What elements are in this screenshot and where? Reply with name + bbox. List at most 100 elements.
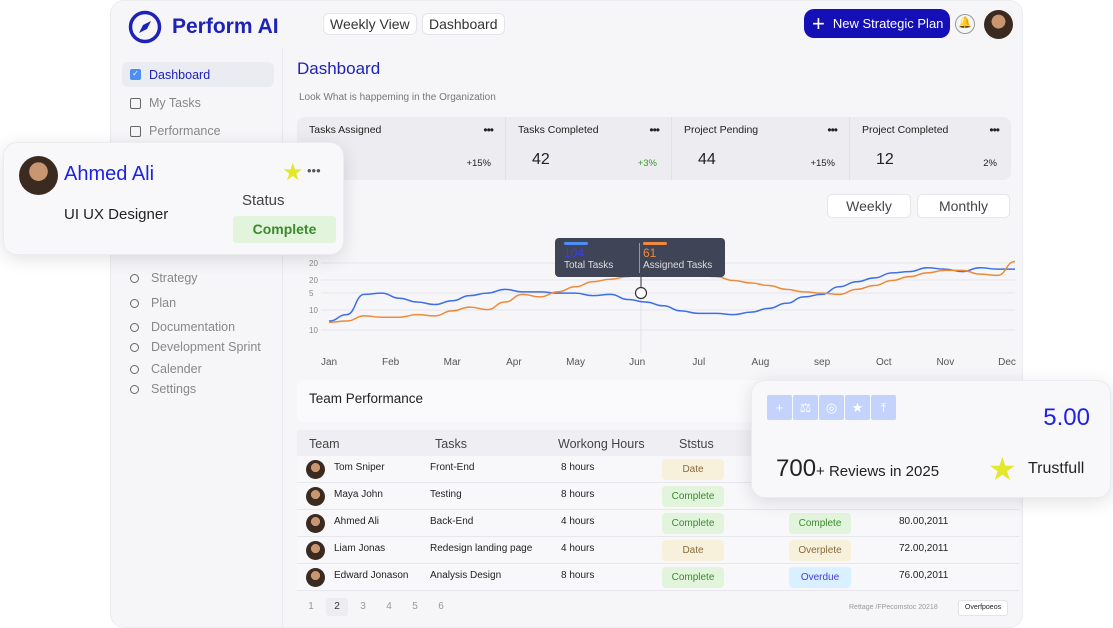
review-count-suffix: + Reviews in 2025 [816, 463, 940, 480]
sidebar-item-strategy[interactable]: Strategy [130, 271, 198, 285]
more-icon[interactable]: ••• [989, 123, 1000, 137]
team-table: Team Tasks Workong Hours Ststus Tom Snip… [297, 430, 1019, 591]
task-name: Front-End [430, 462, 475, 473]
x-tick-label: Jun [629, 357, 645, 368]
sidebar-item-plan[interactable]: Plan [130, 296, 176, 310]
sidebar-item-documentation[interactable]: Documentation [130, 320, 235, 334]
weekly-toggle[interactable]: Weekly [827, 194, 911, 218]
status-badge-secondary: Overplete [789, 540, 851, 561]
task-name: Redesign landing page [430, 543, 533, 554]
checkbox-icon [130, 97, 141, 109]
member-name: Tom Sniper [334, 462, 385, 473]
globe-icon[interactable]: ◎ [819, 395, 844, 420]
member-avatar [306, 568, 325, 587]
sidebar-item-label: Documentation [151, 320, 236, 334]
new-plan-label: New Strategic Plan [832, 16, 944, 31]
x-tick-label: May [566, 357, 585, 368]
sidebar-item-label: Dashboard [149, 67, 211, 82]
status-badge-secondary: Complete [789, 513, 851, 534]
page-5[interactable]: 5 [412, 601, 418, 612]
sidebar-item-my-tasks[interactable]: My Tasks [130, 96, 201, 110]
x-tick-label: Mar [444, 357, 462, 368]
col-status: Ststus [679, 437, 714, 451]
y-tick-label: 5 [309, 289, 314, 298]
stat-card: Tasks Assigned ••• +15% [297, 117, 506, 180]
col-tasks: Tasks [435, 437, 467, 451]
status-badge: Complete [662, 567, 724, 588]
hover-point[interactable] [634, 286, 648, 300]
sidebar-item-label: Development Sprint [151, 340, 261, 354]
trust-badge: Trustfull [1028, 460, 1085, 477]
status-badge: Complete [662, 513, 724, 534]
x-tick-label: sep [814, 357, 831, 368]
upload-icon[interactable]: ⤒ [871, 395, 896, 420]
status-label: Status [242, 192, 285, 209]
plus-icon[interactable]: + [767, 395, 792, 420]
page-3[interactable]: 3 [360, 601, 366, 612]
table-row[interactable]: Liam Jonas Redesign landing page 4 hours… [297, 537, 1019, 564]
amount: 80.00,2011 [899, 516, 949, 527]
bell-icon[interactable]: 🔔 [955, 14, 975, 34]
tab-dashboard[interactable]: Dashboard [422, 13, 505, 35]
page-subtitle: Look What is happeming in the Organizati… [299, 92, 496, 103]
user-avatar[interactable] [984, 10, 1013, 39]
table-row[interactable]: Ahmed Ali Back-End 4 hours Complete Compl… [297, 510, 1019, 537]
logo[interactable]: Perform AI [128, 10, 279, 44]
tab-weekly-view[interactable]: Weekly View [323, 13, 417, 35]
footer-button[interactable]: Overfpoeos [958, 600, 1008, 616]
task-name: Analysis Design [430, 570, 502, 581]
tooltip-assigned-value: 61 [643, 246, 657, 260]
task-name: Testing [430, 489, 462, 500]
page-1[interactable]: 1 [308, 601, 314, 612]
table-row[interactable]: Edward Jonason Analysis Design 8 hours C… [297, 564, 1019, 591]
member-avatar [306, 460, 325, 479]
sidebar-item-dashboard[interactable]: ✓ Dashboard [122, 62, 274, 87]
sidebar-item-performance[interactable]: Performance [130, 124, 221, 138]
member-name: Ahmed Ali [334, 516, 380, 527]
y-tick-label: 10 [309, 326, 318, 335]
page-6[interactable]: 6 [438, 601, 444, 612]
sidebar-item-label: Strategy [151, 271, 198, 285]
y-tick-label: 20 [309, 276, 318, 285]
scale-icon[interactable]: ⚖ [793, 395, 818, 420]
col-hours: Workong Hours [558, 437, 645, 451]
new-strategic-plan-button[interactable]: + New Strategic Plan [804, 9, 950, 38]
rating-value: 5.00 [1043, 404, 1090, 431]
profile-name: Ahmed Ali [64, 163, 155, 185]
page-4[interactable]: 4 [386, 601, 392, 612]
monthly-toggle[interactable]: Monthly [917, 194, 1010, 218]
x-tick-label: Apr [506, 357, 522, 368]
app-name: Perform AI [172, 15, 279, 38]
status-badge: Complete [233, 216, 336, 243]
stat-label: Tasks Assigned [309, 124, 382, 136]
more-icon[interactable]: ••• [827, 123, 838, 137]
more-icon[interactable]: ••• [307, 163, 321, 178]
sidebar-item-calender[interactable]: Calender [130, 362, 202, 376]
sidebar-item-settings[interactable]: Settings [130, 382, 196, 396]
member-name: Maya John [334, 489, 383, 500]
profile-role: UI UX Designer [64, 206, 169, 223]
stat-label: Project Completed [862, 124, 949, 136]
x-tick-label: Aug [752, 357, 770, 368]
star-icon[interactable]: ★ [282, 159, 304, 186]
sidebar-item-development-sprint[interactable]: Development Sprint [130, 340, 261, 354]
y-tick-label: 20 [309, 259, 318, 268]
sidebar [110, 48, 283, 628]
compass-icon [128, 10, 162, 44]
member-name: Edward Jonason [334, 570, 409, 581]
x-tick-label: Nov [936, 357, 954, 368]
page-2[interactable]: 2 [326, 598, 348, 616]
hours: 8 hours [561, 462, 595, 473]
hours: 8 hours [561, 489, 595, 500]
tooltip-assigned-label: Assigned Tasks [643, 260, 713, 271]
member-avatar [306, 514, 325, 533]
amount: 72.00,2011 [899, 543, 949, 554]
stat-change: +15% [466, 158, 491, 169]
pagination: 1 2 3 4 5 6 [300, 598, 452, 616]
star-icon[interactable]: ★ [845, 395, 870, 420]
more-icon[interactable]: ••• [483, 123, 494, 137]
tooltip-total-value: 104 [564, 246, 585, 260]
more-icon[interactable]: ••• [649, 123, 660, 137]
stat-value: 12 [876, 151, 894, 168]
x-tick-label: Jan [321, 357, 337, 368]
